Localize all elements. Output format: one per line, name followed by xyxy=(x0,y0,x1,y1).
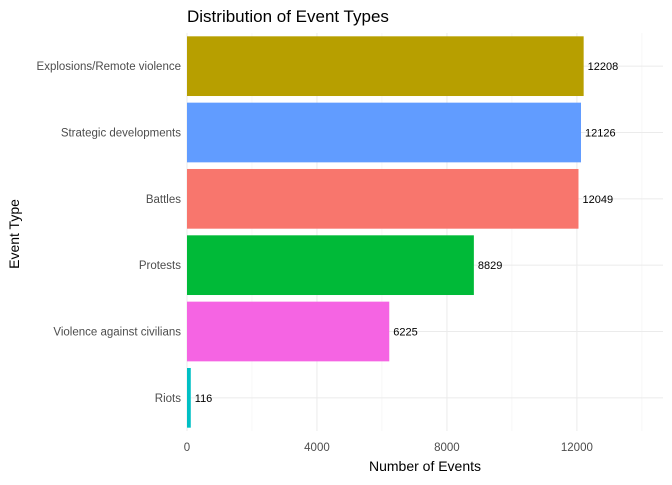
data-label: 116 xyxy=(195,393,213,405)
chart-title: Distribution of Event Types xyxy=(187,7,389,26)
data-label: 6225 xyxy=(393,327,417,339)
bar xyxy=(187,367,191,428)
bar xyxy=(187,168,579,229)
data-label: 8829 xyxy=(478,260,502,272)
y-tick-label: Riots xyxy=(155,393,181,405)
bar xyxy=(187,102,581,163)
x-axis-ticks: 0 4000 8000 12000 xyxy=(184,442,593,454)
x-tick-label: 0 xyxy=(184,442,190,454)
y-tick-label: Strategic developments xyxy=(61,128,181,140)
y-tick-label: Violence against civilians xyxy=(53,327,181,339)
y-tick-label: Battles xyxy=(146,194,181,206)
y-tick-label: Explosions/Remote violence xyxy=(37,61,181,73)
data-label: 12049 xyxy=(582,194,613,206)
bar xyxy=(187,301,390,362)
data-label: 12208 xyxy=(588,61,619,73)
y-axis-title: Event Type xyxy=(6,199,22,269)
x-tick-label: 4000 xyxy=(304,442,330,454)
data-label: 12126 xyxy=(585,128,616,140)
x-tick-label: 8000 xyxy=(434,442,460,454)
x-axis-title: Number of Events xyxy=(369,458,481,474)
data-labels: 12208 12126 12049 8829 6225 116 xyxy=(195,61,618,405)
y-tick-label: Protests xyxy=(139,260,181,272)
y-axis-ticks: Explosions/Remote violence Strategic deve… xyxy=(37,61,182,405)
bars xyxy=(187,36,584,428)
bar xyxy=(187,235,474,296)
bar xyxy=(187,36,584,97)
x-tick-label: 12000 xyxy=(561,442,593,454)
